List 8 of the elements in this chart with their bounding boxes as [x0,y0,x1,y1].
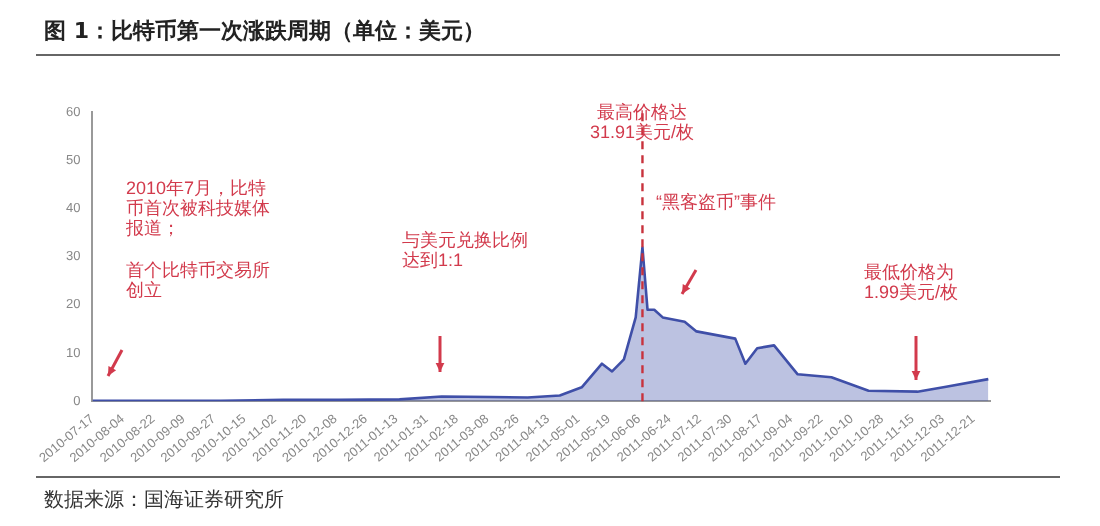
annotation: 最高价格达31.91美元/枚 [589,101,695,142]
annotation: “黑客盗币”事件 [656,191,776,212]
annotation: 首个比特币交易所创立 [126,259,270,300]
chart-title: 图 1：比特币第一次涨跌周期（单位：美元） [44,16,485,46]
annotation: 最低价格为1.99美元/枚 [864,261,959,302]
annotation: 与美元兑换比例达到1:1 [402,229,528,270]
source-note: 数据来源：国海证券研究所 [44,487,284,514]
annotation: 2010年7月，比特币首次被科技媒体报道； [124,177,270,238]
